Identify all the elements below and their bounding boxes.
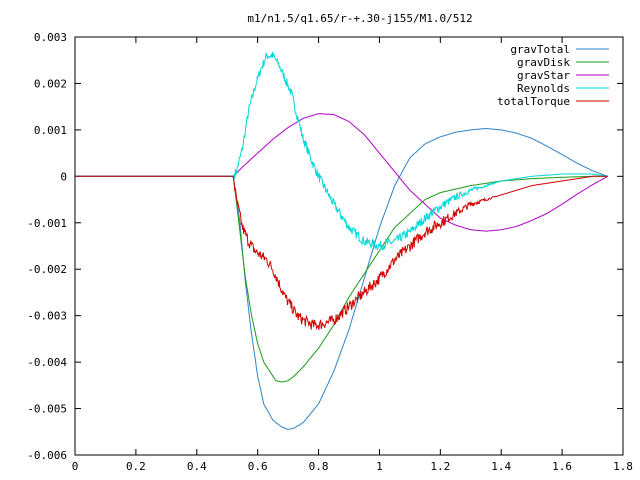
legend-label: gravStar <box>517 69 570 82</box>
x-tick-label: 1.8 <box>613 460 633 473</box>
plot-border <box>74 36 624 456</box>
y-tick-label: -0.003 <box>27 310 67 323</box>
x-tick-label: 0.4 <box>187 460 207 473</box>
legend-label: totalTorque <box>497 95 570 108</box>
axis-ticks: 0 0.2 0.4 0.6 0.8 1 1.2 1.4 1.6 1.8 0.003 0.002 0.00… <box>27 31 633 473</box>
y-tick-label: 0 <box>60 170 67 183</box>
y-tick-label: 0.003 <box>34 31 67 44</box>
legend-label: gravDisk <box>517 56 570 69</box>
chart-title: m1/n1.5/q1.65/r-+.30-j155/M1.0/512 <box>247 12 472 25</box>
x-tick-label: 0.6 <box>248 460 268 473</box>
y-tick-label: -0.006 <box>27 449 67 462</box>
y-tick-label: -0.001 <box>27 217 67 230</box>
x-tick-label: 1.6 <box>552 460 572 473</box>
x-tick-label: 0.2 <box>126 460 146 473</box>
y-tick-label: -0.002 <box>27 263 67 276</box>
x-tick-label: 1 <box>376 460 383 473</box>
legend-label: gravTotal <box>510 43 570 56</box>
y-tick-label: 0.002 <box>34 77 67 90</box>
legend: gravTotalgravDiskgravStarReynoldstotalTo… <box>497 43 609 108</box>
series-line-totalTorque <box>75 175 608 330</box>
x-tick-label: 1.2 <box>430 460 450 473</box>
x-tick-label: 0 <box>72 460 79 473</box>
x-tick-label: 0.8 <box>309 460 329 473</box>
y-tick-label: 0.001 <box>34 124 67 137</box>
plot-area <box>75 51 609 431</box>
y-tick-label: -0.005 <box>27 403 67 416</box>
y-tick-label: -0.004 <box>27 356 67 369</box>
legend-label: Reynolds <box>517 82 570 95</box>
x-tick-label: 1.4 <box>491 460 511 473</box>
